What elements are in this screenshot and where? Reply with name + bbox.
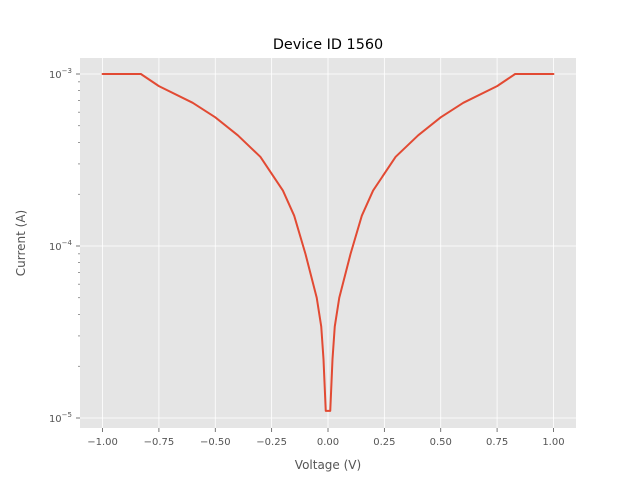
current-voltage-line <box>101 73 555 412</box>
chart-title: Device ID 1560 <box>273 37 383 53</box>
grid <box>80 58 576 428</box>
y-axis-label: Current (A) <box>14 210 28 276</box>
axis-ticks: −1.00 −0.75 −0.50 −0.25 0.00 0.25 0.50 0.75 1.00… <box>49 67 565 448</box>
x-tick-label: 0.00 <box>317 437 339 448</box>
x-tick-label: 0.50 <box>430 437 452 448</box>
y-tick-label: 10−5 <box>49 411 72 425</box>
x-tick-label: −0.50 <box>200 437 231 448</box>
x-axis-label: Voltage (V) <box>295 458 361 472</box>
x-tick-label: 1.00 <box>542 437 564 448</box>
series-layer <box>101 73 555 412</box>
x-tick-label: −0.75 <box>144 437 175 448</box>
x-tick-label: 0.75 <box>486 437 508 448</box>
y-tick-label: 10−3 <box>49 67 72 81</box>
y-tick-label: 10−4 <box>49 239 73 253</box>
x-tick-label: −1.00 <box>87 437 118 448</box>
x-tick-label: −0.25 <box>256 437 287 448</box>
x-tick-label: 0.25 <box>373 437 395 448</box>
